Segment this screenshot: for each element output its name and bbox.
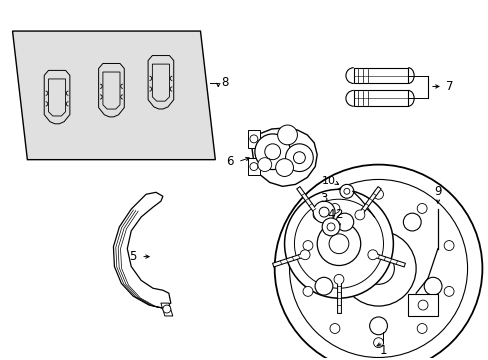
Text: 1: 1 — [379, 344, 386, 357]
Circle shape — [367, 250, 377, 260]
Circle shape — [343, 188, 349, 194]
Text: 2: 2 — [335, 208, 342, 221]
Circle shape — [312, 210, 322, 220]
Bar — [247, 130, 259, 148]
Circle shape — [329, 324, 339, 333]
Text: 5: 5 — [129, 250, 137, 263]
Circle shape — [354, 210, 364, 220]
Circle shape — [317, 222, 360, 266]
Circle shape — [443, 240, 453, 251]
Circle shape — [322, 218, 339, 236]
Circle shape — [249, 163, 257, 171]
Circle shape — [294, 199, 383, 288]
Circle shape — [249, 135, 257, 143]
Bar — [247, 158, 259, 175]
Text: 3: 3 — [320, 192, 327, 205]
Circle shape — [333, 274, 343, 284]
Circle shape — [277, 125, 297, 145]
Circle shape — [274, 165, 482, 360]
Circle shape — [289, 179, 467, 357]
Circle shape — [369, 317, 386, 335]
Text: 8: 8 — [221, 76, 228, 89]
Circle shape — [300, 250, 309, 260]
Circle shape — [416, 203, 426, 213]
Circle shape — [403, 213, 420, 231]
Circle shape — [362, 253, 393, 284]
Circle shape — [257, 158, 271, 171]
Polygon shape — [251, 128, 317, 186]
Bar — [353, 68, 407, 84]
Text: 9: 9 — [433, 185, 441, 198]
Circle shape — [275, 159, 293, 176]
Circle shape — [417, 300, 427, 310]
Circle shape — [254, 134, 290, 170]
Circle shape — [416, 324, 426, 333]
Circle shape — [340, 231, 415, 306]
Circle shape — [163, 305, 170, 313]
Text: 10: 10 — [322, 176, 335, 186]
Bar — [353, 90, 407, 106]
Circle shape — [423, 277, 441, 295]
Circle shape — [284, 189, 392, 298]
Circle shape — [303, 240, 312, 251]
Circle shape — [264, 144, 280, 160]
Circle shape — [373, 338, 383, 348]
Circle shape — [319, 207, 328, 217]
Circle shape — [293, 152, 305, 163]
Circle shape — [329, 203, 339, 213]
Circle shape — [335, 213, 353, 231]
Circle shape — [314, 277, 332, 295]
Circle shape — [339, 184, 353, 198]
Circle shape — [373, 189, 383, 199]
Circle shape — [326, 223, 334, 231]
Bar — [407, 294, 437, 316]
Circle shape — [285, 144, 313, 171]
Text: 4: 4 — [326, 208, 334, 221]
Circle shape — [443, 287, 453, 296]
Circle shape — [303, 287, 312, 296]
Circle shape — [328, 234, 348, 254]
Polygon shape — [13, 31, 215, 160]
Polygon shape — [113, 192, 170, 308]
Circle shape — [313, 201, 334, 223]
Text: 7: 7 — [445, 80, 452, 93]
Text: 6: 6 — [226, 155, 233, 168]
Polygon shape — [161, 303, 172, 316]
